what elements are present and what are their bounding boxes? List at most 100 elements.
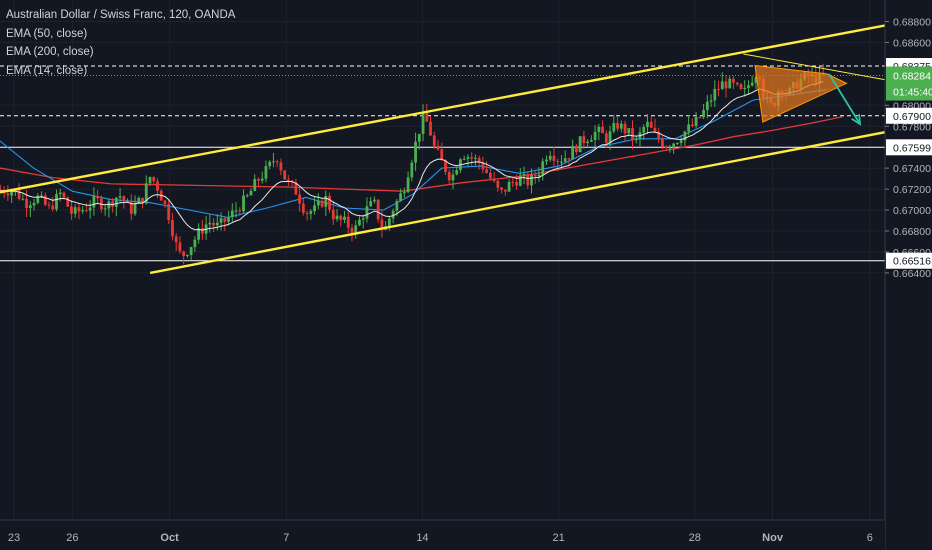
candle-body (488, 172, 492, 179)
price-tick-label: 0.68600 (893, 37, 931, 49)
candle-body (238, 210, 242, 212)
candle-body (137, 197, 141, 204)
level-price-tag (886, 107, 932, 124)
candle-body (346, 216, 350, 228)
candle-body (664, 146, 668, 149)
candle-body (85, 210, 88, 212)
candle-body (702, 110, 705, 118)
time-tick-label: 28 (689, 532, 701, 544)
price-tick-label: 0.66800 (893, 226, 931, 238)
candle-body (200, 228, 204, 234)
candle-body (118, 196, 122, 198)
candle-body (709, 100, 713, 102)
candle-body (305, 212, 309, 214)
legend-ema-14[interactable]: EMA (14, close) (6, 64, 88, 77)
candle-body (518, 175, 522, 186)
candle-body (698, 117, 702, 119)
candle-body (298, 194, 302, 204)
ema-200-path (0, 116, 843, 192)
legend-ema-50[interactable]: EMA (50, close) (6, 27, 88, 40)
chart-title: Australian Dollar / Swiss Franc, 120, OA… (6, 9, 236, 21)
candle-body (444, 160, 447, 172)
price-tick-label: 0.67400 (893, 163, 931, 175)
candle-body (227, 217, 230, 222)
candle-body (88, 207, 92, 211)
candle-body (507, 182, 511, 192)
candle-body (260, 178, 264, 181)
candle-body (152, 177, 156, 182)
candle-body (616, 123, 619, 129)
ema-14-line (0, 81, 824, 231)
candle-body (114, 197, 118, 207)
candle-body (642, 126, 646, 133)
candle-body (264, 166, 268, 179)
candle-body (455, 170, 459, 175)
candle-body (571, 145, 575, 160)
candle-body (619, 123, 623, 129)
candle-body (750, 82, 754, 86)
candle-body (186, 254, 189, 257)
candle-body (582, 136, 586, 144)
candle-body (533, 175, 537, 177)
candle-body (268, 161, 272, 167)
candle-body (294, 182, 298, 195)
forecast-arrow (828, 73, 861, 125)
candle-body (96, 196, 100, 199)
candle-body (646, 121, 649, 127)
candle-body (511, 182, 515, 184)
candle-body (545, 159, 548, 162)
candle-body (661, 139, 664, 147)
level-price-label: 0.66516 (893, 256, 931, 268)
candle-body (58, 192, 62, 195)
current-price-label: 0.68284 (893, 71, 931, 83)
candle-body (25, 198, 28, 208)
candle-body (32, 202, 36, 206)
time-axis[interactable]: 2326Oct7142128Nov611 (0, 519, 932, 550)
price-tick-label: 0.67200 (893, 184, 931, 196)
candle-body (474, 157, 477, 159)
candle-body (601, 126, 604, 134)
price-axis[interactable]: 0.688000.686000.680000.678000.674000.672… (884, 0, 932, 550)
time-tick-label: Nov (762, 532, 784, 544)
candle-body (589, 139, 593, 142)
candle-body (728, 78, 732, 89)
candle-body (365, 206, 369, 219)
legend-ema-200[interactable]: EMA (200, close) (6, 46, 94, 58)
candle-body (421, 112, 425, 134)
price-tick-label: 0.67000 (893, 205, 931, 217)
countdown-label: 01:45:40 (893, 87, 932, 99)
candle-body (717, 88, 720, 90)
candle-body (556, 161, 560, 163)
chart-legend: Australian Dollar / Swiss Franc, 120, OA… (6, 6, 235, 80)
candle-body (107, 201, 111, 209)
candle-body (212, 222, 215, 226)
candle-body (167, 203, 171, 221)
candle-body (634, 138, 638, 141)
candle-body (623, 123, 627, 134)
candle-body (608, 131, 612, 143)
candle-body (28, 205, 32, 208)
candle-body (593, 131, 597, 140)
candle-body (328, 195, 331, 210)
channel-upper-line (0, 23, 890, 194)
candle-body (575, 145, 578, 153)
level-price-tag (886, 252, 932, 269)
candle-body (358, 219, 361, 226)
candle-body (649, 121, 653, 128)
candle-body (432, 135, 436, 146)
candle-body (373, 199, 376, 202)
candle-body (406, 177, 410, 193)
candle-body (492, 178, 496, 181)
candle-body (257, 179, 260, 181)
candle-body (414, 141, 417, 163)
time-tick-label: 26 (66, 532, 78, 544)
candle-body (133, 203, 137, 214)
candle-body (447, 171, 451, 181)
candle-body (66, 197, 70, 207)
candle-body (470, 157, 474, 159)
price-tick-label: 0.67800 (893, 121, 931, 133)
candle-body (40, 195, 43, 197)
candle-body (376, 199, 380, 220)
candle-body (324, 195, 328, 207)
